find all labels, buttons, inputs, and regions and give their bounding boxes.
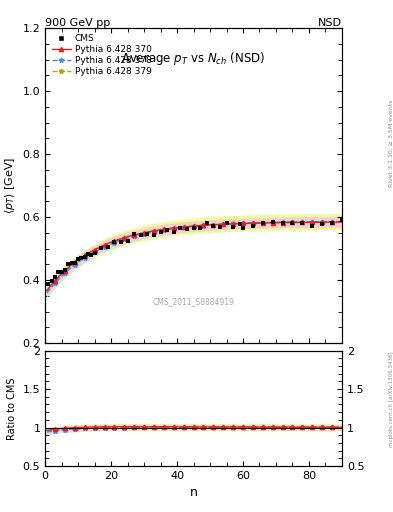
Point [138, 231, 144, 240]
Legend: CMS, Pythia 6.428 370, Pythia 6.428 378, Pythia 6.428 379: CMS, Pythia 6.428 370, Pythia 6.428 378,… [48, 31, 156, 79]
Point [68, 259, 75, 267]
Point [62, 266, 68, 274]
Point [131, 230, 138, 238]
Point [118, 238, 124, 246]
Point [329, 219, 335, 227]
Y-axis label: Ratio to CMS: Ratio to CMS [7, 377, 17, 440]
Point [177, 224, 184, 232]
Point [260, 219, 266, 227]
Point [65, 260, 72, 268]
Point [59, 268, 65, 276]
Point [240, 224, 246, 232]
Point [85, 249, 91, 258]
X-axis label: n: n [189, 486, 198, 499]
Point [111, 238, 118, 246]
Point [339, 216, 345, 224]
Text: Average $p_T$ vs $N_{ch}$ (NSD): Average $p_T$ vs $N_{ch}$ (NSD) [121, 50, 266, 67]
Point [105, 243, 111, 251]
Point [88, 251, 94, 260]
Point [237, 220, 243, 228]
Point [92, 249, 98, 258]
Point [164, 226, 170, 234]
Point [191, 224, 197, 232]
Text: 900 GeV pp: 900 GeV pp [45, 18, 110, 28]
Point [309, 222, 316, 230]
Point [217, 223, 223, 231]
Text: NSD: NSD [318, 18, 342, 28]
Point [151, 231, 157, 239]
Point [270, 218, 276, 226]
Point [49, 277, 55, 285]
Point [289, 219, 296, 227]
Point [52, 273, 58, 281]
Point [210, 222, 217, 230]
Point [223, 219, 230, 227]
Point [319, 220, 325, 228]
Point [279, 219, 286, 227]
Point [125, 237, 131, 245]
Point [72, 259, 78, 267]
Point [144, 229, 151, 238]
Point [55, 268, 62, 276]
Point [158, 228, 164, 237]
Point [78, 254, 84, 263]
Point [230, 223, 236, 231]
Point [299, 219, 305, 227]
Point [184, 225, 190, 233]
Text: CMS_2011_S8884919: CMS_2011_S8884919 [152, 297, 235, 307]
Point [250, 222, 256, 230]
Point [75, 255, 81, 263]
Text: mcplots.cern.ch [arXiv:1306.3436]: mcplots.cern.ch [arXiv:1306.3436] [389, 352, 393, 447]
Point [98, 244, 105, 252]
Point [171, 227, 177, 236]
Point [45, 280, 51, 288]
Y-axis label: $\langle p_T \rangle$ [GeV]: $\langle p_T \rangle$ [GeV] [3, 157, 17, 214]
Text: Rivet 3.1.10, ≥ 3.5M events: Rivet 3.1.10, ≥ 3.5M events [389, 100, 393, 187]
Point [82, 252, 88, 261]
Point [197, 224, 203, 232]
Point [204, 219, 210, 227]
